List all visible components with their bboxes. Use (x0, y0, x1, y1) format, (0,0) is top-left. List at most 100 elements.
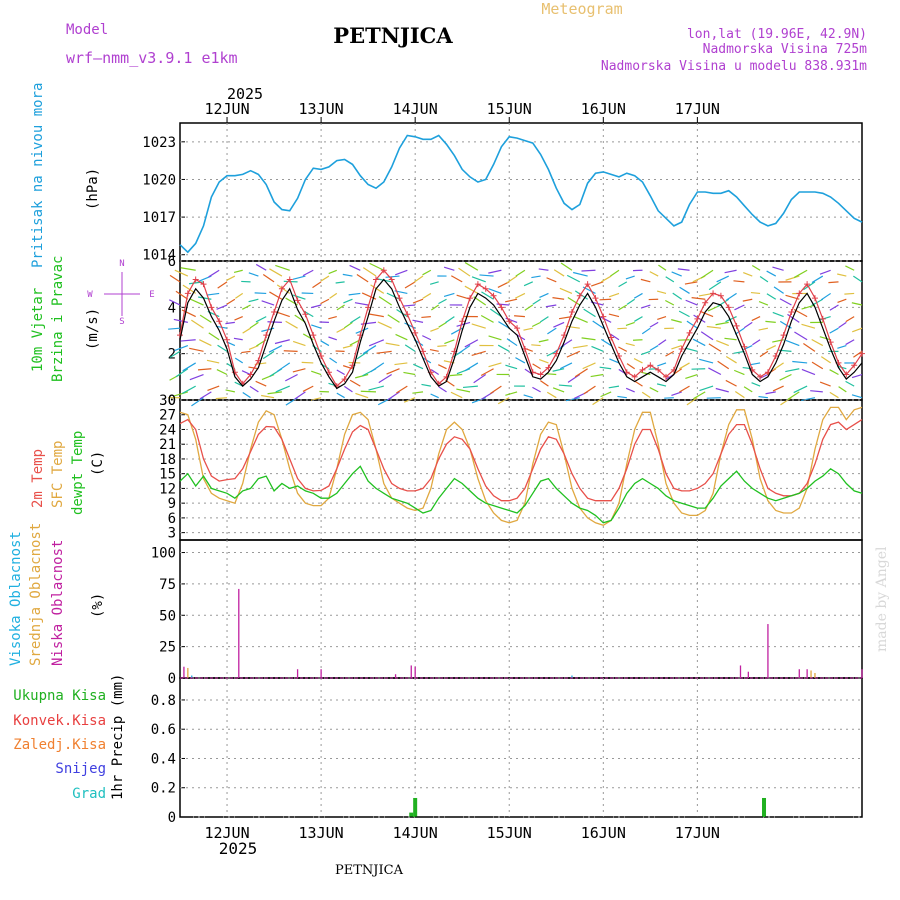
wind-arrow (208, 269, 220, 278)
wind-arrow (412, 391, 424, 394)
wind-arrow (404, 281, 416, 289)
day-label-bottom: 14JUN (393, 824, 438, 842)
wind-gust-marker (717, 292, 724, 299)
wind-gust-marker (388, 276, 395, 283)
wind-arrow (751, 264, 761, 271)
wind-arrow (206, 292, 220, 296)
y-tick-label: 4 (168, 300, 176, 316)
wind-arrow (566, 350, 581, 358)
wind-arrow (793, 269, 808, 279)
wind-arrow (249, 385, 259, 393)
wind-arrow (649, 345, 659, 351)
wind-arrow (370, 362, 385, 373)
cloud-side-label-3: Niska Oblacnost (50, 540, 66, 666)
wind-arrow (838, 386, 847, 393)
wind-arrow (671, 344, 682, 350)
wind-gust-marker (655, 366, 662, 373)
wind-arrow (430, 393, 439, 399)
wind-gust-marker (208, 304, 215, 311)
wind-gust-marker (286, 276, 293, 283)
wind-arrow (625, 342, 635, 347)
wind-arrow (276, 362, 291, 372)
wind-arrow (443, 266, 455, 271)
wind-arrow (665, 350, 675, 357)
wind-arrow (658, 339, 667, 346)
wind-arrow (708, 281, 722, 291)
wind-arrow (292, 275, 306, 280)
wind-arrow (751, 316, 761, 322)
wind-arrow (464, 285, 479, 294)
wind-arrow (225, 321, 235, 325)
precip-bar (409, 812, 414, 817)
day-label-bottom: 17JUN (675, 824, 720, 842)
wind-arrow (532, 363, 541, 370)
wind-arrow (583, 308, 596, 318)
wind-arrow (456, 388, 471, 393)
wind-arrow (234, 316, 243, 321)
wind-gust-line (179, 269, 863, 388)
wind-gust-marker (663, 373, 670, 380)
wind-arrow (292, 368, 306, 373)
wind-arrow (342, 273, 353, 277)
wind-arrow (226, 298, 236, 305)
y-tick-label: 30 (159, 393, 176, 409)
wind-arrow (752, 339, 761, 346)
wind-arrow (217, 281, 228, 289)
wind-arrow (733, 280, 745, 283)
wind-arrow (505, 298, 518, 303)
wind-arrow (726, 292, 737, 301)
wind-arrow (618, 304, 628, 311)
wind-arrow (811, 338, 824, 347)
wind-arrow (255, 380, 267, 387)
wind-arrow (480, 368, 494, 377)
wind-arrow (573, 316, 588, 323)
model-label: Model (66, 22, 108, 38)
wind-arrow (422, 335, 432, 341)
wind-arrow (845, 265, 855, 271)
wind-gust-marker (804, 281, 811, 288)
wind-arrow (302, 269, 314, 277)
wind-arrow (608, 385, 620, 389)
wind-arrow (565, 397, 580, 402)
wind-arrow (649, 387, 659, 393)
wind-arrow (559, 362, 573, 370)
wind-arrow (464, 262, 479, 271)
wind-arrow (302, 310, 314, 318)
wind-arrow (404, 344, 416, 352)
wind-gust-marker (600, 313, 607, 320)
wind-arrow (248, 298, 259, 303)
wind-arrow (758, 327, 769, 331)
panel-frame (179, 539, 863, 679)
temp-2m-line (179, 418, 863, 502)
wind-unit: (m/s) (85, 308, 101, 350)
wind-arrow (268, 345, 283, 353)
cloud-side-label-1: Visoka Oblacnost (8, 531, 24, 666)
wind-arrow (362, 267, 377, 277)
wind-arrow (699, 385, 714, 392)
wind-arrow (801, 323, 816, 329)
wind-arrow (742, 298, 753, 302)
wind-arrow (269, 291, 283, 300)
wind-arrow (553, 269, 565, 277)
wind-arrow (488, 269, 502, 274)
wind-arrow (634, 380, 643, 387)
y-tick-label: 0.6 (151, 722, 176, 738)
wind-arrow (285, 320, 298, 329)
wind-arrow (336, 369, 345, 376)
day-label-top: 12JUN (204, 100, 249, 118)
day-label-top: 14JUN (393, 100, 438, 118)
y-tick-label: 3 (168, 526, 176, 542)
wind-arrow (617, 395, 627, 399)
wind-arrow (464, 339, 479, 348)
wind-arrow (803, 281, 816, 291)
wind-arrow (758, 301, 769, 306)
wind-arrow (625, 387, 635, 393)
wind-arrow (829, 304, 839, 311)
wind-gust-marker (412, 329, 419, 336)
wind-arrow (376, 350, 392, 354)
precip-legend: Ukupna Kisa Konvek.Kisa Zaledj.Kisa Snij… (13, 688, 106, 802)
wind-arrow (169, 299, 181, 306)
wind-arrow (199, 391, 212, 400)
wind-arrow (208, 332, 220, 341)
wind-arrow (173, 318, 188, 323)
